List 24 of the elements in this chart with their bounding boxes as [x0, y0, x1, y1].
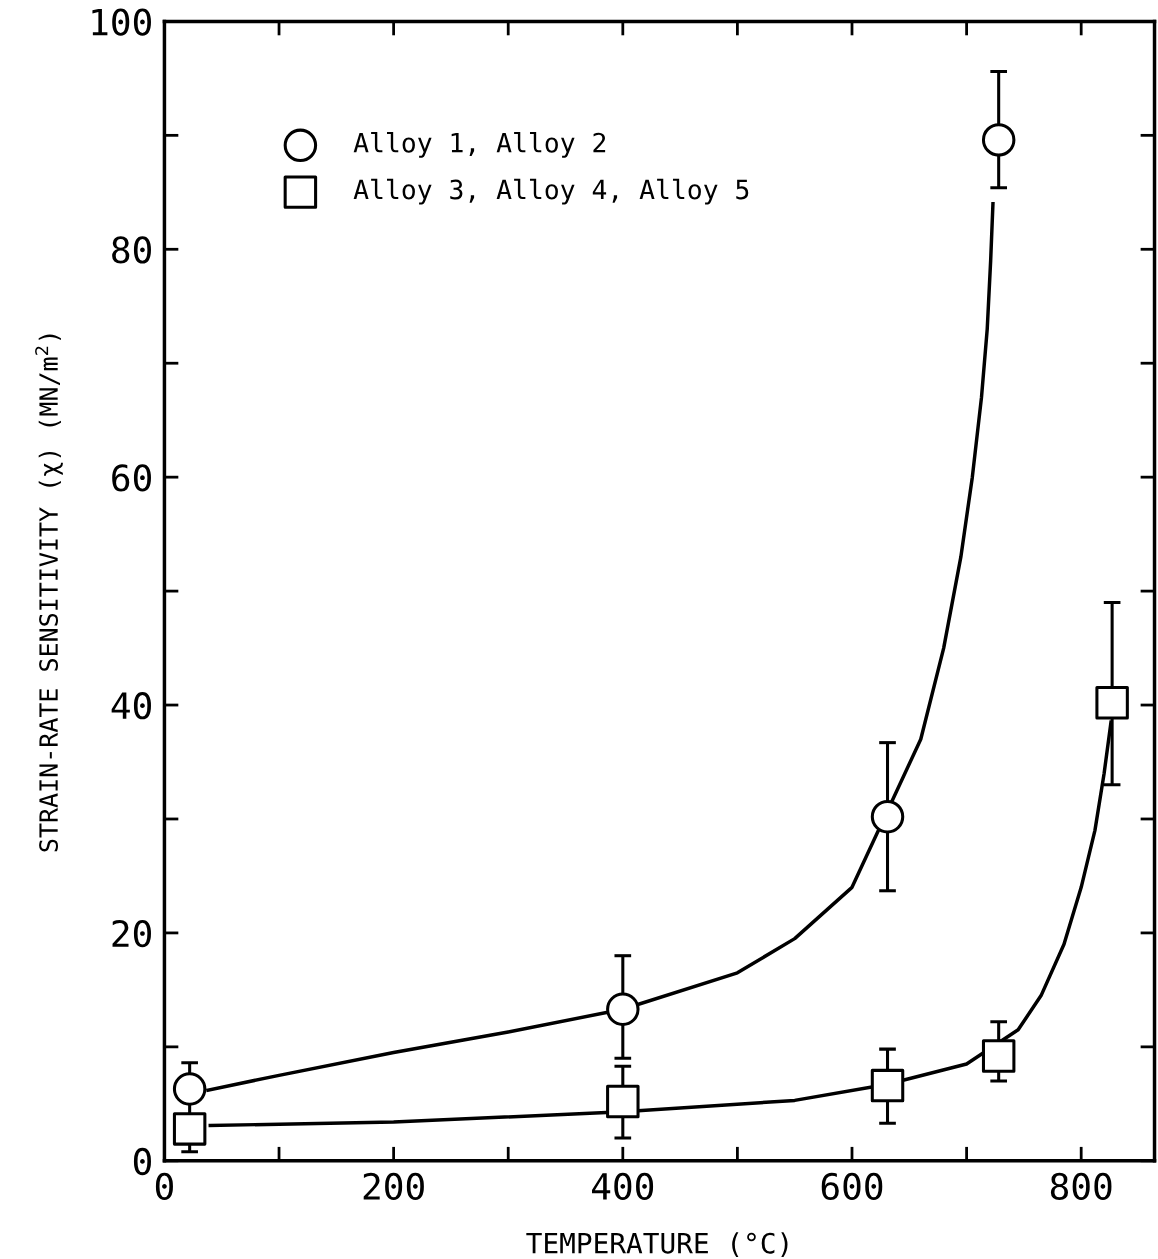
y-tick-label: 20	[112, 919, 151, 948]
y-tick-label: 40	[111, 692, 151, 720]
x-tick-label: 800	[1050, 1172, 1112, 1201]
x-tick-label: 0	[155, 1172, 173, 1201]
y-tick-label: 60	[112, 464, 151, 492]
legend-label: Alloy 3, Alloy 4, Alloy 5	[353, 178, 749, 205]
y-tick-label: 100	[92, 8, 151, 36]
point	[606, 992, 640, 1026]
y-axis-title: STRAIN-RATE SENSITIVITY (χ) (MN/m$^{2}$)	[35, 334, 63, 852]
point	[981, 123, 1016, 157]
x-axis-title: TEMPERATURE (°C)	[526, 1232, 788, 1257]
point	[870, 1068, 905, 1103]
point	[172, 1072, 207, 1106]
point	[870, 799, 905, 834]
y-tick-label: 0	[133, 1147, 151, 1176]
x-tick-label: 200	[363, 1172, 424, 1201]
point	[1095, 686, 1129, 720]
x-tick-label: 400	[592, 1172, 654, 1201]
y-tick-label: 80	[112, 236, 151, 264]
legend-label: Alloy 1, Alloy 2	[353, 132, 606, 158]
point	[172, 1112, 207, 1146]
point	[606, 1084, 640, 1119]
x-tick-label: 600	[821, 1172, 883, 1201]
point	[981, 1039, 1016, 1073]
